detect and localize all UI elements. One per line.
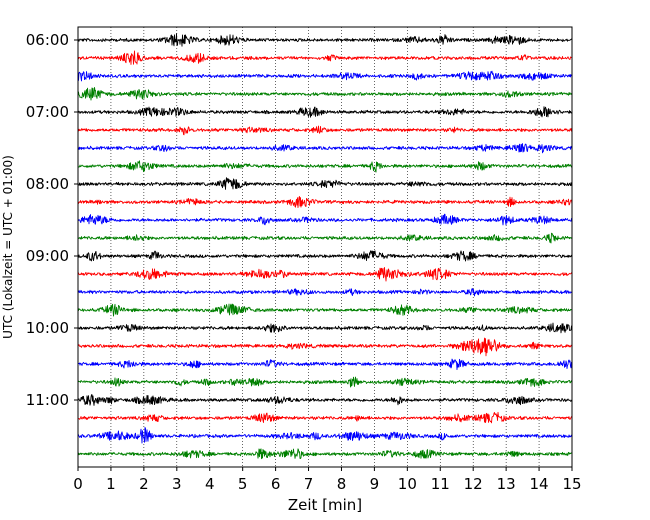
trace-line	[77, 426, 573, 444]
x-tick-label: 6	[271, 475, 281, 493]
plot-frame	[77, 26, 573, 468]
trace-line	[77, 358, 573, 371]
seismogram-traces	[77, 33, 573, 460]
trace-line	[77, 376, 573, 388]
y-tick-label: 10:00	[26, 319, 69, 337]
x-axis-label: Zeit [min]	[288, 496, 362, 514]
x-tick-label: 2	[139, 475, 149, 493]
trace-line	[77, 448, 573, 460]
grid-lines	[110, 27, 540, 467]
y-tick-label: 06:00	[26, 31, 69, 49]
x-tick-label: 9	[370, 475, 380, 493]
trace-line	[77, 33, 573, 47]
x-tick-label: 1	[106, 475, 116, 493]
trace-line	[77, 337, 573, 357]
y-tick-label: 08:00	[26, 175, 69, 193]
y-axis-label: UTC (Lokalzeit = UTC + 01:00)	[1, 155, 15, 339]
trace-line	[77, 267, 573, 282]
trace-line	[77, 50, 573, 65]
y-tick-label: 09:00	[26, 247, 69, 265]
trace-line	[77, 125, 573, 136]
y-tick-label: 07:00	[26, 103, 69, 121]
y-axis: 06:00 07:00 08:00 09:00 10:00 11:00	[26, 31, 78, 409]
x-tick-label: 7	[304, 475, 314, 493]
x-tick-label: 0	[73, 475, 83, 493]
trace-line	[77, 394, 573, 406]
x-tick-label: 11	[431, 475, 450, 493]
x-tick-label: 3	[172, 475, 182, 493]
trace-line	[77, 322, 573, 334]
x-tick-label: 13	[497, 475, 516, 493]
x-tick-label: 5	[238, 475, 248, 493]
trace-line	[77, 250, 573, 262]
x-tick-label: 12	[464, 475, 483, 493]
trace-line	[77, 160, 573, 173]
trace-line	[77, 70, 573, 82]
trace-line	[77, 143, 573, 154]
trace-line	[77, 87, 573, 101]
trace-line	[77, 106, 573, 118]
trace-line	[77, 177, 573, 190]
trace-line	[77, 213, 573, 226]
trace-line	[77, 288, 573, 297]
x-axis: 0 1 2 3 4 5 6 7 8 9 10 11 12 13 14 15	[73, 467, 582, 493]
x-tick-label: 14	[530, 475, 549, 493]
x-tick-label: 10	[398, 475, 417, 493]
y-tick-label: 11:00	[26, 391, 69, 409]
x-tick-label: 4	[205, 475, 215, 493]
trace-line	[77, 232, 573, 244]
x-tick-label: 15	[562, 475, 581, 493]
trace-line	[77, 411, 573, 424]
trace-line	[77, 196, 573, 209]
trace-line	[77, 303, 573, 317]
x-tick-label: 8	[337, 475, 347, 493]
